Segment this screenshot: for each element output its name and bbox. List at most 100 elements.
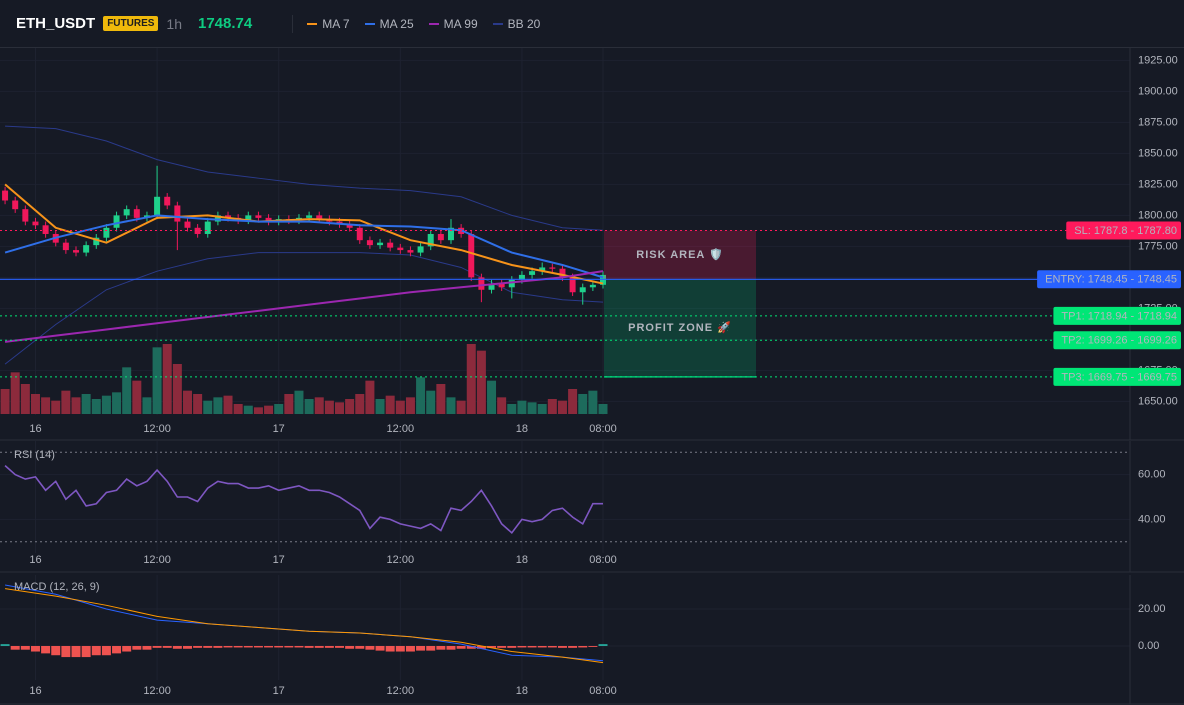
x-tick-label: 12:00 xyxy=(143,423,171,435)
histogram-bar xyxy=(405,645,415,652)
zone xyxy=(604,230,756,280)
candle-body xyxy=(2,190,9,201)
zone-label: RISK AREA 🛡️ xyxy=(636,248,723,261)
volume-bar xyxy=(345,399,355,414)
volume-bar xyxy=(507,404,517,414)
volume-bar xyxy=(253,407,263,414)
volume-bar xyxy=(274,404,284,414)
candle-body xyxy=(366,240,373,246)
histogram-bar xyxy=(436,645,446,650)
histogram-bar xyxy=(365,645,375,650)
candle-body xyxy=(468,233,475,278)
volume-bar xyxy=(91,399,101,414)
legend-item[interactable]: MA 7 xyxy=(307,16,350,31)
histogram-bar xyxy=(61,645,71,658)
histogram-bar xyxy=(598,644,608,646)
histogram-bar xyxy=(132,645,142,650)
histogram-bar xyxy=(588,645,598,647)
x-tick-label: 18 xyxy=(516,554,528,566)
volume-bar xyxy=(264,405,274,414)
candle-body xyxy=(346,224,353,228)
symbol[interactable]: ETH_USDT xyxy=(16,15,96,32)
volume-bar xyxy=(61,390,71,414)
level-tag-label: TP2: 1699.26 - 1699.26 xyxy=(1061,335,1177,347)
histogram-bar xyxy=(324,645,334,648)
y-tick-label: 0.00 xyxy=(1138,640,1159,652)
candle-body xyxy=(417,246,424,253)
level-tag-box xyxy=(1053,331,1181,350)
candle-body xyxy=(184,221,191,228)
histogram-bar xyxy=(294,645,304,648)
x-tick-label: 12:00 xyxy=(143,554,171,566)
histogram-bar xyxy=(476,645,486,649)
y-tick-label: 1825.00 xyxy=(1138,178,1178,190)
volume-bar xyxy=(132,380,142,414)
candle-body xyxy=(164,196,171,206)
candle-body xyxy=(539,267,546,272)
volume-bar xyxy=(497,397,507,414)
level-tag-label: TP1: 1718.94 - 1718.94 xyxy=(1061,310,1177,322)
legend-item[interactable]: BB 20 xyxy=(492,17,540,31)
volume-bar xyxy=(162,344,172,414)
histogram-bar xyxy=(0,644,10,646)
histogram-bar xyxy=(81,645,91,658)
legend: MA 7 MA 25 MA 99 BB 20 xyxy=(307,17,555,31)
candle-body xyxy=(174,205,181,222)
volume-bar xyxy=(223,395,233,414)
histogram-bar xyxy=(112,645,122,654)
histogram-bar xyxy=(335,645,345,648)
x-tick-label: 17 xyxy=(273,554,285,566)
histogram-bar xyxy=(375,645,385,651)
histogram-bar xyxy=(233,645,243,648)
volume-bar xyxy=(416,377,426,414)
candle-body xyxy=(123,209,130,216)
volume-bar xyxy=(142,397,152,414)
y-tick-label: 1800.00 xyxy=(1138,209,1178,221)
legend-item[interactable]: MA 99 xyxy=(428,17,478,31)
legend-item[interactable]: MA 25 xyxy=(364,16,414,31)
candle-body xyxy=(488,283,495,290)
legend-label: MA 25 xyxy=(379,16,414,31)
volume-bar xyxy=(405,397,415,414)
candle-body xyxy=(204,221,211,234)
badge: FUTURES xyxy=(103,16,159,31)
volume-bar xyxy=(395,400,405,414)
histogram-bar xyxy=(142,645,152,650)
volume-bar xyxy=(30,394,40,414)
candle-body xyxy=(356,227,363,241)
candle-body xyxy=(529,271,536,275)
volume-bar xyxy=(0,389,10,414)
interval[interactable]: 1h xyxy=(166,15,182,32)
moving-average xyxy=(4,183,604,285)
histogram-bar xyxy=(41,645,51,654)
candle-body xyxy=(316,215,323,220)
histogram-bar xyxy=(182,645,192,649)
x-tick-label: 12:00 xyxy=(387,554,415,566)
volume-bar xyxy=(304,399,314,414)
x-tick-label: 12:00 xyxy=(143,685,171,697)
histogram-bar xyxy=(537,645,547,648)
level-tag: ENTRY: 1748.45 - 1748.45 xyxy=(1037,270,1181,289)
level-tag-box xyxy=(1066,221,1181,240)
moving-average xyxy=(4,214,604,279)
candle-body xyxy=(83,245,90,253)
histogram-bar xyxy=(172,645,182,649)
candle-body xyxy=(589,284,596,288)
legend-swatch xyxy=(307,22,318,25)
y-tick-label: 1850.00 xyxy=(1138,147,1178,159)
histogram-bar xyxy=(152,645,162,648)
panel-background xyxy=(0,441,1130,553)
volume-bar xyxy=(172,364,182,414)
candle-body xyxy=(407,250,414,253)
histogram-bar xyxy=(487,645,497,648)
volume-bar xyxy=(20,384,30,414)
candle-body xyxy=(377,242,384,246)
x-tick-label: 17 xyxy=(273,423,285,435)
histogram-bar xyxy=(456,645,466,649)
level-tag-label: TP3: 1669.75 - 1669.75 xyxy=(1061,371,1177,383)
volume-bar xyxy=(314,397,324,414)
volume-bar xyxy=(152,347,162,414)
legend-label: MA 7 xyxy=(322,16,350,31)
histogram-bar xyxy=(517,645,527,648)
volume-bar xyxy=(122,367,132,414)
